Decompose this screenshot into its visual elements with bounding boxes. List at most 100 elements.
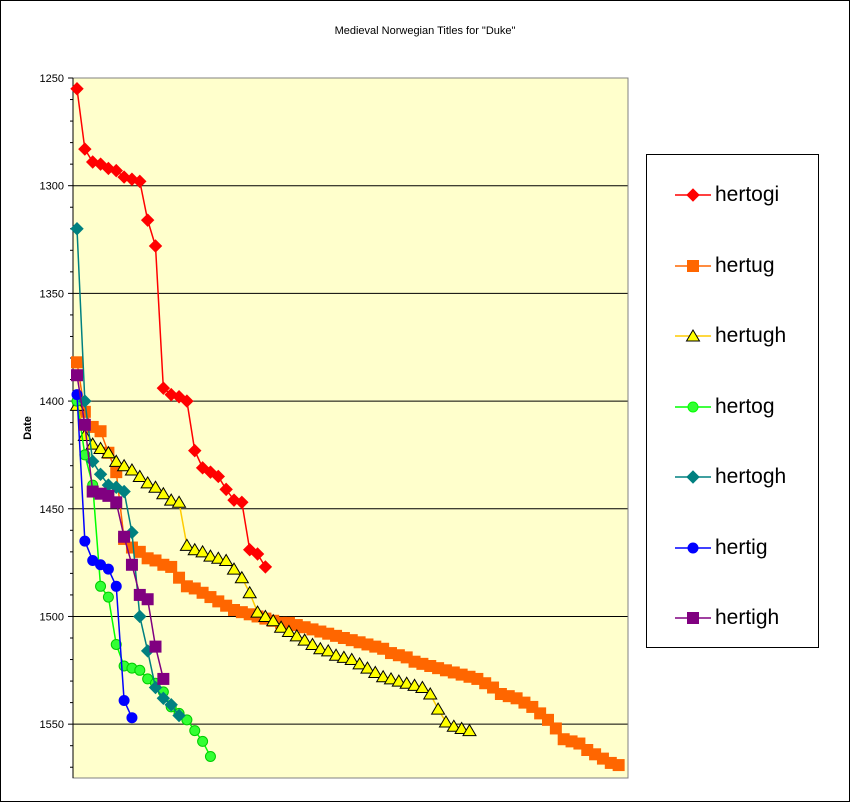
data-point-hertigh (118, 530, 131, 543)
data-point-hertugh (289, 628, 305, 642)
data-point-hertigh (141, 593, 154, 606)
y-tick-label: 1300 (40, 181, 64, 193)
legend-marker (685, 329, 701, 342)
data-point-hertugh (454, 721, 470, 734)
data-point-hertugh (320, 643, 336, 657)
data-point-hertugh (258, 609, 273, 622)
data-point-hertug (534, 707, 547, 720)
data-point-hertugh (242, 585, 258, 599)
data-point-hertigh (102, 489, 115, 502)
plot-area (73, 78, 628, 778)
legend-item-hertog: hertog (647, 387, 820, 427)
data-point-hertugh (226, 562, 242, 575)
data-point-hertugh (218, 553, 234, 566)
data-point-hertugh (360, 661, 375, 674)
y-axis-label: Date (22, 416, 34, 440)
data-point-hertogh (172, 708, 186, 723)
legend-label: hertog (715, 394, 775, 418)
data-point-hertigh (78, 418, 91, 431)
data-point-hertugh (281, 624, 297, 638)
y-axis-ticks: 1250 1300 1350 1400 1450 1500 1550 (40, 73, 73, 768)
legend-swatch (675, 259, 711, 272)
legend-swatch (675, 470, 711, 484)
data-point-hertugh (101, 445, 116, 459)
data-point-hertugh (250, 605, 265, 618)
data-point-hertogh (133, 609, 147, 624)
data-point-hertugh (171, 495, 187, 508)
data-point-hertug (526, 700, 539, 713)
data-point-hertug (542, 713, 554, 726)
data-point-hertugh (430, 702, 446, 715)
data-point-hertog (95, 580, 107, 592)
legend-label: hertogi (715, 183, 780, 206)
series-hertogi (70, 82, 273, 574)
data-point-hertugh (234, 570, 250, 584)
data-point-hertogi (109, 163, 123, 178)
series-line-hertigh (76, 375, 165, 680)
data-point-hertogi (211, 469, 226, 484)
data-point-hertog (134, 664, 146, 676)
data-point-hertugh (352, 656, 367, 670)
data-point-hertig (102, 563, 114, 575)
data-point-hertugh (422, 687, 438, 700)
data-point-hertugh (179, 538, 195, 551)
legend-item-hertigh: hertigh (647, 598, 820, 638)
legend-swatch (675, 188, 711, 202)
data-point-hertugh (462, 723, 477, 737)
data-point-hertugh (265, 613, 281, 627)
data-point-hertugh (438, 715, 454, 728)
data-point-hertogi (258, 560, 273, 574)
data-point-hertogi (70, 82, 84, 96)
data-point-hertogi (148, 239, 163, 253)
data-point-hertugh (336, 650, 352, 663)
data-point-hertogi (219, 482, 233, 497)
legend-swatch (675, 612, 711, 624)
data-point-hertogh (117, 484, 131, 499)
data-point-hertugh (124, 463, 140, 476)
data-point-hertugh (85, 437, 101, 450)
legend-swatch (675, 542, 711, 553)
data-point-hertugh (116, 458, 132, 472)
data-point-hertugh (93, 441, 108, 454)
data-point-hertug (94, 425, 107, 438)
data-point-hertogh (156, 691, 171, 706)
data-point-hertog (181, 714, 193, 726)
gridlines (73, 185, 628, 725)
data-point-hertogi (250, 547, 265, 561)
y-tick-label: 1550 (40, 719, 64, 731)
legend-marker (687, 259, 699, 272)
series-group (69, 82, 625, 772)
data-point-hertugh (305, 637, 320, 650)
data-point-hertugh (163, 493, 179, 506)
data-point-hertigh (157, 672, 170, 685)
data-point-hertugh (195, 544, 210, 558)
data-point-hertog (204, 750, 216, 762)
legend-label: hertig (715, 535, 768, 559)
data-point-hertugh (108, 454, 124, 467)
data-point-hertigh (110, 496, 123, 509)
data-point-hertogi (117, 170, 131, 184)
data-point-hertug (173, 571, 186, 584)
data-point-hertugh (344, 652, 360, 666)
legend-item-hertogi: hertogi (647, 175, 820, 215)
data-point-hertogi (133, 174, 147, 189)
data-point-hertog (110, 638, 122, 650)
data-point-hertugh (407, 678, 422, 691)
data-point-hertug (165, 560, 178, 573)
data-point-hertogi (78, 142, 92, 156)
series-hertigh (71, 369, 170, 685)
chart-title: Medieval Norwegian Titles for "Duke" (334, 25, 516, 37)
data-point-hertogi (140, 213, 155, 227)
data-point-hertug (549, 722, 562, 735)
data-point-hertugh (297, 633, 313, 646)
data-point-hertog (189, 725, 201, 737)
series-hertig (71, 389, 138, 724)
legend: hertogi hertug hertugh hertog hertogh hertig h… (646, 154, 819, 648)
data-point-hertugh (375, 669, 391, 683)
data-point-hertugh (210, 551, 226, 564)
data-point-hertugh (383, 671, 399, 685)
y-tick-label: 1400 (40, 396, 64, 408)
legend-item-hertogh: hertogh (647, 457, 820, 497)
data-point-hertog (197, 735, 209, 747)
